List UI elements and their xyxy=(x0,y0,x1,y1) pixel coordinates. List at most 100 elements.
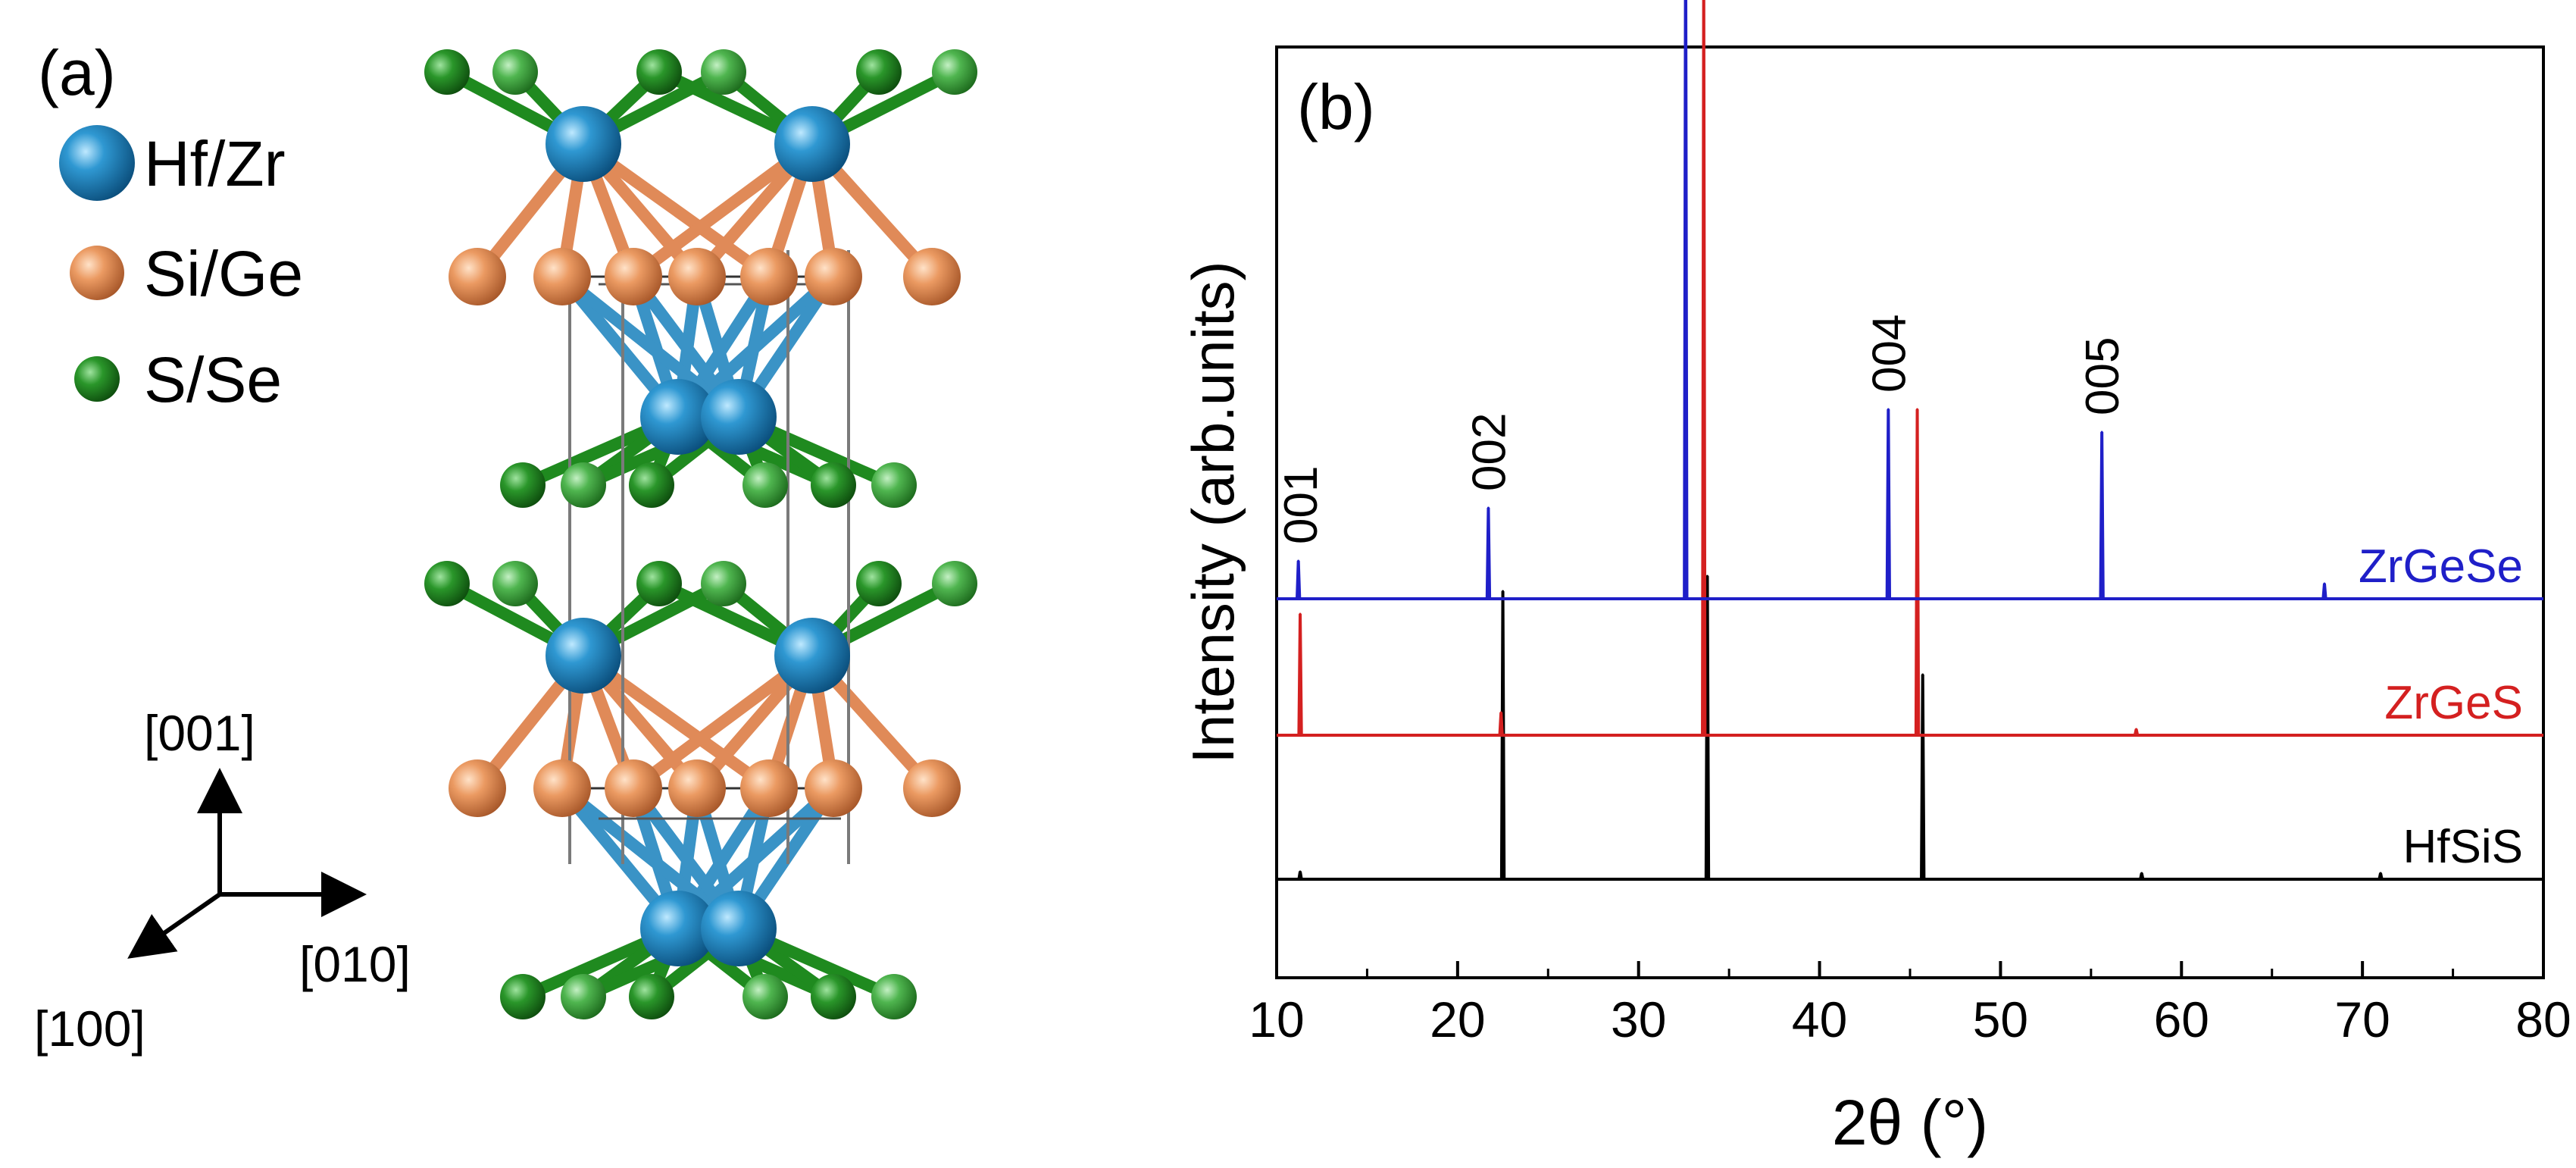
x-tick-label: 40 xyxy=(1792,991,1847,1047)
s-se-atom xyxy=(500,462,546,508)
si-ge-atom xyxy=(668,248,726,305)
peak-index-label: 002 xyxy=(1463,413,1515,491)
atom-legend: Hf/Zr Si/Ge S/Se xyxy=(59,125,303,415)
s-se-atom xyxy=(561,462,606,508)
s-se-atom xyxy=(856,561,902,606)
s-se-atom xyxy=(561,974,606,1019)
axis-001-label: [001] xyxy=(144,705,255,761)
peak-point-hfsis xyxy=(2379,872,2382,875)
si-ge-atom xyxy=(605,759,662,817)
x-tick-label: 70 xyxy=(2334,991,2390,1047)
legend-label-zrges: ZrGeS xyxy=(2384,677,2523,729)
panel-b: (b) HfSiSZrGeSZrGeSe001002003004005 1020… xyxy=(1180,0,2571,1158)
si-ge-atom xyxy=(533,759,591,817)
s-se-atom xyxy=(742,462,788,508)
peak-point-zrges xyxy=(2135,728,2138,731)
s-se-atom xyxy=(424,561,470,606)
si-ge-atom xyxy=(605,248,662,305)
s-se-atom xyxy=(701,561,746,606)
si-ge-atom xyxy=(533,248,591,305)
hf-zr-atom xyxy=(701,379,777,455)
crystal-structure xyxy=(424,49,977,1019)
series-zrges: ZrGeS xyxy=(1277,0,2543,737)
s-se-atom xyxy=(932,49,977,95)
peak-point-zrges xyxy=(1916,408,1919,411)
hf-zr-atom xyxy=(774,106,850,182)
s-se-atom xyxy=(932,561,977,606)
x-tick-label: 10 xyxy=(1249,991,1304,1047)
s-se-atom xyxy=(811,462,856,508)
crystal-bonds xyxy=(441,66,961,1003)
series-zrgese: ZrGeSe xyxy=(1277,0,2543,600)
peak-index-label: 004 xyxy=(1863,315,1915,393)
si-ge-atom xyxy=(805,248,862,305)
peak-point-zrgese xyxy=(1887,408,1890,411)
si-ge-atom-icon xyxy=(70,246,124,300)
peak-point-hfsis xyxy=(1299,870,1302,873)
peak-point-hfsis xyxy=(2140,872,2143,875)
hf-zr-atom xyxy=(640,891,716,966)
legend-label-zrgese: ZrGeSe xyxy=(2359,540,2523,593)
series-line-hfsis xyxy=(1277,575,2543,881)
s-se-atom xyxy=(856,49,902,95)
peak-point-hfsis xyxy=(1921,673,1924,676)
axis-010-label: [010] xyxy=(299,936,411,992)
plot-frame xyxy=(1275,45,2545,979)
s-se-atom xyxy=(492,49,538,95)
peak-point-zrgese xyxy=(1297,559,1300,562)
bond xyxy=(577,650,775,794)
x-tick-label: 20 xyxy=(1430,991,1485,1047)
legend-label-hfsis: HfSiS xyxy=(2403,821,2523,873)
hf-zr-atom xyxy=(546,618,621,694)
hf-zr-atom xyxy=(640,379,716,455)
hf-zr-atom xyxy=(546,106,621,182)
s-se-atom xyxy=(629,462,674,508)
s-se-atom xyxy=(811,974,856,1019)
s-se-atom xyxy=(492,561,538,606)
s-se-atom xyxy=(701,49,746,95)
xrd-series: HfSiSZrGeSZrGeSe001002003004005 xyxy=(1275,0,2543,881)
s-se-atom xyxy=(742,974,788,1019)
hf-zr-atom xyxy=(701,891,777,966)
s-se-atom xyxy=(636,561,682,606)
peak-point-zrgese xyxy=(1487,506,1490,509)
peak-index-label: 005 xyxy=(2077,337,2129,415)
si-ge-atom xyxy=(668,759,726,817)
peak-point-zrgese xyxy=(2100,431,2103,434)
si-ge-atom xyxy=(740,248,798,305)
si-ge-atom xyxy=(805,759,862,817)
series-line-zrgese xyxy=(1277,0,2543,600)
si-ge-atom xyxy=(740,759,798,817)
s-se-atom xyxy=(500,974,546,1019)
x-axis: 10 20 30 40 50 60 70 80 xyxy=(1249,961,2571,1047)
legend-s-se-label: S/Se xyxy=(144,344,282,415)
x-axis-title: 2θ (°) xyxy=(1832,1087,1988,1158)
s-se-atom xyxy=(871,462,917,508)
axis-100-arrow xyxy=(127,892,221,959)
peak-point-zrges xyxy=(1499,711,1502,714)
s-se-atom xyxy=(629,974,674,1019)
crystal-axes: [001] [010] [100] xyxy=(34,705,411,1057)
panel-a-label: (a) xyxy=(38,37,116,108)
si-ge-atom xyxy=(449,759,506,817)
crystal-atoms xyxy=(424,49,977,1019)
hf-zr-atom xyxy=(774,618,850,694)
si-ge-atom xyxy=(903,759,961,817)
axis-100-label: [100] xyxy=(34,1000,145,1057)
s-se-atom xyxy=(636,49,682,95)
x-tick-label: 60 xyxy=(2154,991,2209,1047)
s-se-atom xyxy=(871,974,917,1019)
series-line-zrges xyxy=(1277,0,2543,737)
x-tick-label: 50 xyxy=(1973,991,2028,1047)
panel-b-label: (b) xyxy=(1297,71,1375,142)
series-hfsis: HfSiS xyxy=(1277,575,2543,881)
peak-point-hfsis xyxy=(1502,590,1505,593)
panel-a: (a) Hf/Zr Si/Ge S/Se [001] [010] [100] xyxy=(34,37,977,1057)
y-axis-title: Intensity (arb.units) xyxy=(1180,261,1246,763)
legend-si-ge-label: Si/Ge xyxy=(144,238,303,309)
bond xyxy=(577,138,775,283)
peak-point-zrges xyxy=(1299,612,1302,615)
legend-hf-zr-label: Hf/Zr xyxy=(144,128,286,199)
hf-zr-atom-icon xyxy=(59,125,135,201)
